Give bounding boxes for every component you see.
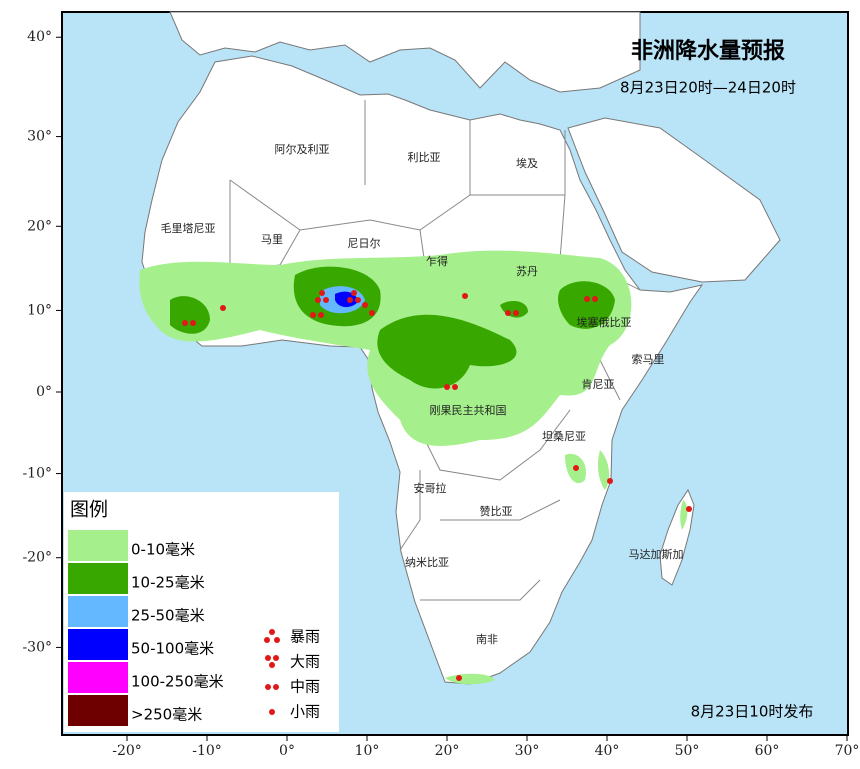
x-tick-label: 60°	[755, 743, 780, 759]
axis-ticks: -20° -10° 0° 10° 20° 30° 40° 50° 60° 70° 40° 30° 20°…	[22, 29, 859, 759]
country-label: 埃塞俄比亚	[577, 315, 632, 329]
legend-symbol	[273, 655, 279, 661]
country-label: 马里	[261, 233, 283, 246]
country-label: 刚果民主共和国	[430, 404, 507, 417]
country-label: 坦桑尼亚	[542, 429, 586, 443]
y-tick-label: -20°	[22, 550, 52, 566]
map-subtitle: 8月23日20时—24日20时	[620, 79, 796, 97]
legend-symbol-label: 暴雨	[290, 628, 320, 646]
x-tick-label: 10°	[355, 743, 380, 759]
y-tick-label: 40°	[27, 29, 52, 45]
legend-symbol-label: 小雨	[290, 703, 320, 721]
y-tick-label: 10°	[27, 302, 52, 318]
legend-swatch	[68, 596, 128, 627]
country-label: 阿尔及利亚	[275, 143, 330, 156]
legend-symbol	[265, 655, 271, 661]
legend-symbol	[269, 629, 275, 635]
legend-symbol	[269, 709, 275, 715]
legend-symbol-label: 大雨	[290, 653, 320, 671]
legend-swatch	[68, 563, 128, 594]
legend-swatch	[68, 695, 128, 726]
rain-dots	[182, 290, 692, 681]
country-label: 乍得	[426, 254, 448, 268]
country-label: 埃及	[516, 156, 538, 170]
legend-label: 25-50毫米	[131, 607, 205, 625]
map-title: 非洲降水量预报	[631, 39, 785, 64]
country-label: 纳米比亚	[405, 556, 449, 569]
x-tick-label: 40°	[595, 743, 620, 759]
legend-symbol	[264, 637, 270, 643]
country-label: 安哥拉	[414, 481, 447, 495]
x-tick-label: 20°	[435, 743, 460, 759]
country-label: 赞比亚	[480, 505, 513, 518]
x-tick-label: -20°	[112, 743, 142, 759]
legend-label: >250毫米	[131, 706, 202, 724]
y-tick-label: -10°	[22, 466, 52, 482]
x-tick-label: 0°	[279, 743, 295, 759]
legend-symbol	[265, 684, 271, 690]
country-label: 毛里塔尼亚	[161, 222, 216, 235]
legend: 图例 0-10毫米 10-25毫米 25-50毫米 50-100毫米 100-250毫米…	[64, 492, 339, 732]
legend-label: 50-100毫米	[131, 640, 214, 658]
country-label: 利比亚	[408, 151, 441, 164]
y-tick-label: 0°	[36, 384, 52, 400]
legend-label: 10-25毫米	[131, 574, 205, 592]
issue-time: 8月23日10时发布	[691, 703, 814, 721]
y-tick-label: 20°	[27, 218, 52, 234]
legend-symbol	[273, 684, 279, 690]
legend-symbol	[269, 662, 275, 668]
legend-symbol-label: 中雨	[290, 678, 320, 696]
x-tick-label: 50°	[675, 743, 700, 759]
y-tick-label: 30°	[27, 129, 52, 145]
legend-title: 图例	[70, 499, 108, 521]
legend-symbol	[274, 637, 280, 643]
legend-swatch	[68, 530, 128, 561]
legend-swatch	[68, 629, 128, 660]
y-tick-label: -30°	[22, 639, 52, 655]
rain-areas	[139, 250, 688, 685]
legend-swatch	[68, 662, 128, 693]
country-label: 尼日尔	[348, 237, 381, 250]
country-label: 苏丹	[516, 265, 538, 278]
legend-label: 100-250毫米	[131, 673, 224, 691]
country-label: 马达加斯加	[629, 548, 684, 561]
x-tick-label: -10°	[192, 743, 222, 759]
x-tick-label: 70°	[835, 743, 860, 759]
country-label: 肯尼亚	[582, 378, 615, 391]
legend-label: 0-10毫米	[131, 541, 195, 559]
country-label: 南非	[476, 633, 498, 646]
x-tick-label: 30°	[515, 743, 540, 759]
country-label: 索马里	[632, 352, 665, 366]
